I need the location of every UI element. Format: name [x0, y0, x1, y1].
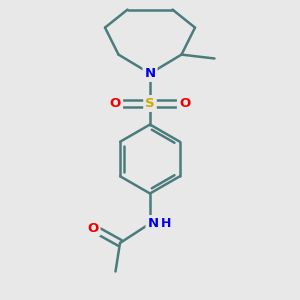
Text: S: S — [145, 97, 155, 110]
Text: O: O — [87, 221, 99, 235]
Text: H: H — [161, 217, 172, 230]
Text: O: O — [179, 97, 190, 110]
Text: N: N — [144, 67, 156, 80]
Text: O: O — [110, 97, 121, 110]
Text: N: N — [147, 217, 159, 230]
